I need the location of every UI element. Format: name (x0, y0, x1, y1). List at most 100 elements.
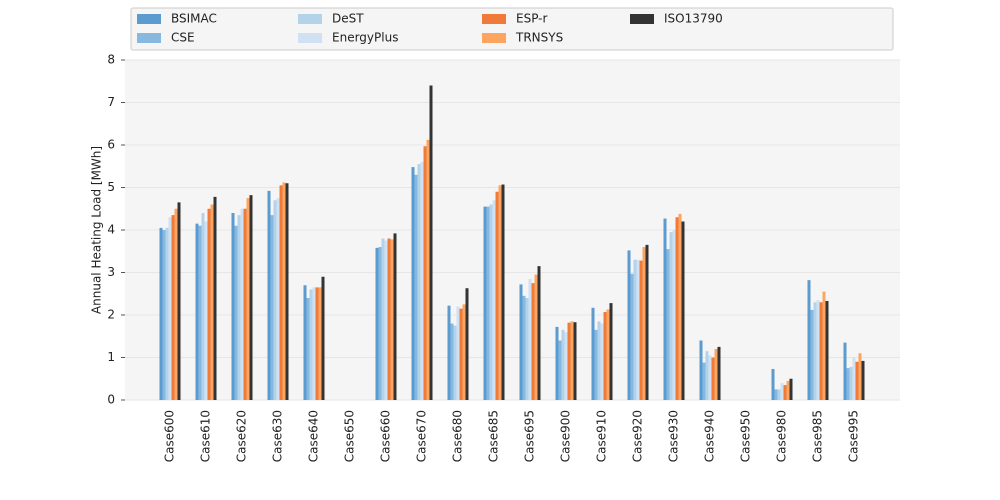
bar (375, 247, 379, 400)
bar (537, 266, 541, 400)
bar (525, 298, 529, 400)
bar (849, 366, 853, 400)
bar (666, 249, 670, 400)
bar (318, 287, 322, 400)
bar (567, 322, 571, 400)
bar (204, 221, 208, 400)
bar (714, 349, 718, 400)
bar (522, 295, 526, 400)
y-tick-label: 6 (107, 138, 115, 152)
bar (279, 185, 283, 400)
bar (426, 139, 430, 400)
bar (630, 273, 634, 400)
bar (459, 308, 463, 400)
legend-swatch (137, 14, 161, 24)
bar (636, 259, 640, 400)
bar (246, 198, 250, 400)
bar (789, 378, 793, 400)
x-tick-label: Case680 (451, 410, 465, 462)
bar (813, 302, 817, 400)
x-tick-label: Case950 (739, 410, 753, 462)
x-tick-label: Case930 (667, 410, 681, 462)
bar (645, 244, 649, 400)
bar (675, 217, 679, 400)
y-axis-label: Annual Heating Load [MWh] (90, 146, 104, 314)
bar (708, 355, 712, 400)
bar (420, 162, 424, 400)
bar (174, 208, 178, 400)
bar (531, 283, 535, 400)
x-tick-label: Case900 (559, 410, 573, 462)
x-tick-label: Case995 (847, 410, 861, 462)
bar (702, 362, 706, 400)
bar (591, 307, 595, 400)
bar (273, 200, 277, 400)
bar (381, 238, 385, 400)
bar (669, 232, 673, 400)
bar (159, 227, 163, 400)
bar (207, 208, 211, 400)
x-tick-label: Case610 (199, 410, 213, 462)
bar (594, 329, 598, 400)
legend-label: EnergyPlus (332, 31, 398, 45)
bar (489, 204, 493, 400)
bar (243, 208, 247, 400)
bar (843, 342, 847, 400)
bar (855, 361, 859, 400)
legend-label: CSE (171, 31, 195, 45)
bar (573, 322, 577, 400)
bar (633, 259, 637, 400)
x-tick-label: Case620 (235, 410, 249, 462)
x-tick-label: Case940 (703, 410, 717, 462)
bar (597, 321, 601, 400)
legend-swatch (630, 14, 654, 24)
bar (417, 164, 421, 400)
bar (453, 325, 457, 400)
x-tick-label: Case600 (163, 410, 177, 462)
bar (213, 196, 217, 400)
bar (492, 200, 496, 400)
x-tick-label: Case640 (307, 410, 321, 462)
bar (711, 357, 715, 400)
bar (555, 326, 559, 400)
bar (852, 357, 856, 400)
bar (195, 223, 199, 400)
x-tick-label: Case670 (415, 410, 429, 462)
bar (276, 198, 280, 400)
y-tick-label: 7 (107, 95, 115, 109)
bar (501, 184, 505, 400)
bar (231, 213, 235, 400)
bar (528, 278, 532, 400)
bar (270, 215, 274, 400)
legend-swatch (482, 14, 506, 24)
x-tick-label: Case685 (487, 410, 501, 462)
bar (807, 280, 811, 400)
bar (600, 323, 604, 400)
y-tick-label: 5 (107, 180, 115, 194)
bar (639, 260, 643, 400)
x-tick-label: Case910 (595, 410, 609, 462)
legend-swatch (137, 33, 161, 43)
bar (285, 183, 289, 400)
bar (819, 302, 823, 400)
bar (237, 215, 241, 400)
bar (378, 247, 382, 400)
bar (267, 190, 271, 400)
bar (825, 300, 829, 400)
bar (519, 284, 523, 400)
bar (561, 329, 565, 400)
bar (858, 353, 862, 400)
bar (450, 323, 454, 400)
bar (411, 167, 415, 400)
bar (609, 303, 613, 400)
bar (414, 174, 418, 400)
bar (570, 321, 574, 400)
bar (603, 312, 607, 400)
bar (495, 191, 499, 400)
bar (861, 360, 865, 400)
bar (681, 221, 685, 400)
bar (774, 389, 778, 400)
y-tick-label: 0 (107, 393, 115, 407)
bar (315, 287, 319, 400)
x-tick-label: Case630 (271, 410, 285, 462)
